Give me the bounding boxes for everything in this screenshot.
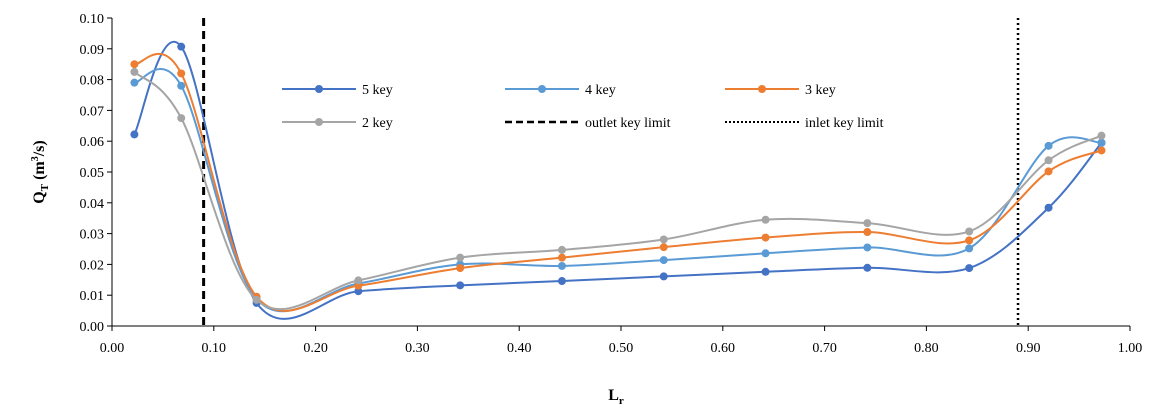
x-tick-label: 0.00 bbox=[100, 341, 125, 356]
data-point bbox=[659, 256, 668, 265]
legend-label: inlet key limit bbox=[805, 116, 884, 131]
data-point bbox=[1044, 203, 1053, 212]
data-point bbox=[965, 244, 974, 253]
series-4-key bbox=[130, 68, 1106, 313]
data-point bbox=[659, 272, 668, 281]
x-tick-label: 1.00 bbox=[1118, 341, 1143, 356]
data-point bbox=[557, 277, 566, 286]
legend-marker bbox=[315, 85, 323, 93]
legend-item-2-key: 2 key bbox=[282, 116, 393, 131]
data-point bbox=[354, 276, 363, 285]
data-point bbox=[177, 81, 186, 90]
legend-label: 2 key bbox=[362, 116, 393, 131]
data-point bbox=[252, 295, 261, 304]
data-point bbox=[965, 236, 974, 245]
series-line-5-key bbox=[133, 41, 1103, 320]
axes bbox=[111, 18, 1130, 327]
series-3-key bbox=[130, 52, 1106, 312]
data-point bbox=[177, 42, 186, 51]
y-tick-label: 0.01 bbox=[80, 289, 105, 304]
data-point bbox=[761, 215, 770, 224]
data-point bbox=[130, 60, 139, 69]
legend-label: 3 key bbox=[805, 83, 836, 98]
data-point bbox=[1097, 138, 1106, 147]
data-point bbox=[761, 267, 770, 276]
series-line-3-key bbox=[134, 52, 1102, 312]
x-tick-label: 0.80 bbox=[914, 341, 939, 356]
data-point bbox=[456, 281, 465, 290]
y-tick-label: 0.09 bbox=[80, 43, 105, 58]
data-point bbox=[659, 235, 668, 244]
data-point bbox=[456, 264, 465, 273]
reference-lines bbox=[202, 18, 1020, 326]
x-tick-label: 0.10 bbox=[202, 341, 227, 356]
legend-label: 4 key bbox=[585, 83, 616, 98]
x-tick-label: 0.20 bbox=[303, 341, 328, 356]
legend-item-3-key: 3 key bbox=[725, 83, 836, 98]
data-point bbox=[1044, 167, 1053, 176]
y-tick-label: 0.04 bbox=[80, 197, 105, 212]
ticks: 0.00 0.10 0.20 0.30 0.40 0.50 0.60 0.70 0.80 0.90… bbox=[80, 12, 1143, 356]
data-point bbox=[130, 78, 139, 87]
legend-marker bbox=[315, 118, 323, 126]
data-point bbox=[456, 253, 465, 262]
x-tick-label: 0.90 bbox=[1016, 341, 1041, 356]
series-5-key bbox=[130, 41, 1106, 320]
legend-item-5-key: 5 key bbox=[282, 83, 393, 98]
x-tick-label: 0.60 bbox=[711, 341, 736, 356]
y-axis-title: QT (m3/s) bbox=[30, 140, 51, 203]
data-point bbox=[557, 245, 566, 254]
data-point bbox=[1097, 146, 1106, 155]
series-2-key bbox=[130, 67, 1106, 311]
y-tick-label: 0.03 bbox=[80, 228, 105, 243]
data-point bbox=[863, 263, 872, 272]
data-point bbox=[965, 227, 974, 236]
data-point bbox=[863, 219, 872, 228]
data-point bbox=[1044, 156, 1053, 165]
data-point bbox=[177, 69, 186, 78]
x-tick-label: 0.30 bbox=[405, 341, 430, 356]
data-point bbox=[863, 243, 872, 252]
legend-item-4-key: 4 key bbox=[505, 83, 616, 98]
y-tick-label: 0.02 bbox=[80, 258, 105, 273]
legend-marker bbox=[758, 85, 766, 93]
data-point bbox=[863, 228, 872, 237]
data-point bbox=[659, 243, 668, 252]
data-point bbox=[1097, 131, 1106, 140]
x-axis-title: Lr bbox=[608, 387, 624, 407]
data-point bbox=[761, 233, 770, 242]
data-point bbox=[1044, 141, 1053, 150]
y-tick-label: 0.07 bbox=[80, 104, 105, 119]
data-point bbox=[177, 114, 186, 123]
y-tick-label: 0.08 bbox=[80, 74, 105, 89]
data-point bbox=[354, 287, 363, 296]
series-line-2-key bbox=[133, 71, 1102, 311]
legend-marker bbox=[538, 85, 546, 93]
y-tick-label: 0.06 bbox=[80, 135, 105, 150]
y-tick-label: 0.00 bbox=[80, 320, 105, 335]
legend-item-outlet-key-limit: outlet key limit bbox=[505, 116, 671, 131]
legend-item-inlet-key-limit: inlet key limit bbox=[725, 116, 884, 131]
data-point bbox=[130, 130, 139, 139]
data-point bbox=[761, 249, 770, 258]
data-point bbox=[130, 67, 139, 76]
x-tick-label: 0.40 bbox=[507, 341, 532, 356]
y-tick-label: 0.05 bbox=[80, 166, 105, 181]
legend: 5 key 4 key 3 key 2 key outlet key limit inle… bbox=[282, 83, 884, 131]
legend-label: 5 key bbox=[362, 83, 393, 98]
series-group bbox=[130, 41, 1106, 320]
data-point bbox=[557, 253, 566, 262]
legend-label: outlet key limit bbox=[585, 116, 671, 131]
data-point bbox=[557, 261, 566, 270]
x-tick-label: 0.70 bbox=[812, 341, 837, 356]
series-line-4-key bbox=[134, 68, 1102, 313]
x-tick-label: 0.50 bbox=[609, 341, 634, 356]
data-point bbox=[965, 264, 974, 273]
y-tick-label: 0.10 bbox=[80, 12, 105, 27]
